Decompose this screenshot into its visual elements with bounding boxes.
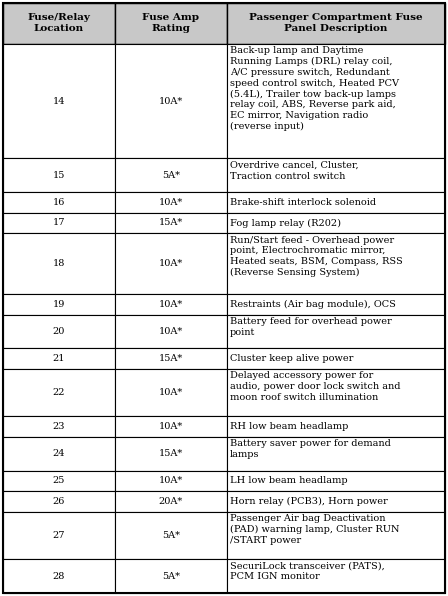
Bar: [3, 512, 115, 559]
Bar: [3, 213, 115, 233]
Bar: [227, 315, 445, 349]
Text: 5A*: 5A*: [162, 171, 180, 180]
Text: RH low beam headlamp: RH low beam headlamp: [230, 422, 349, 431]
Bar: [115, 349, 227, 369]
Text: Passenger Air bag Deactivation
(PAD) warning lamp, Cluster RUN
/START power: Passenger Air bag Deactivation (PAD) war…: [230, 514, 400, 545]
Text: 21: 21: [53, 354, 65, 363]
Bar: [115, 512, 227, 559]
Bar: [227, 437, 445, 471]
Text: 10A*: 10A*: [159, 97, 183, 105]
Bar: [227, 471, 445, 491]
Bar: [227, 369, 445, 416]
Text: 10A*: 10A*: [159, 300, 183, 309]
Text: Passenger Compartment Fuse
Panel Description: Passenger Compartment Fuse Panel Descrip…: [249, 13, 423, 33]
Bar: [115, 159, 227, 193]
Bar: [3, 159, 115, 193]
Text: 15A*: 15A*: [159, 354, 183, 363]
Bar: [227, 349, 445, 369]
Bar: [227, 44, 445, 159]
Text: Brake-shift interlock solenoid: Brake-shift interlock solenoid: [230, 198, 376, 207]
Text: SecuriLock transceiver (PATS),
PCM IGN monitor: SecuriLock transceiver (PATS), PCM IGN m…: [230, 561, 385, 581]
Bar: [115, 193, 227, 213]
Bar: [3, 491, 115, 512]
Bar: [115, 437, 227, 471]
Bar: [115, 233, 227, 294]
Text: 18: 18: [53, 259, 65, 268]
Bar: [115, 471, 227, 491]
Text: 20: 20: [53, 327, 65, 336]
Text: Back-up lamp and Daytime
Running Lamps (DRL) relay coil,
A/C pressure switch, Re: Back-up lamp and Daytime Running Lamps (…: [230, 46, 399, 131]
Text: Overdrive cancel, Cluster,
Traction control switch: Overdrive cancel, Cluster, Traction cont…: [230, 161, 358, 181]
Text: 10A*: 10A*: [159, 259, 183, 268]
Bar: [227, 416, 445, 437]
Text: 20A*: 20A*: [159, 497, 183, 506]
Bar: [115, 315, 227, 349]
Bar: [227, 491, 445, 512]
Bar: [115, 213, 227, 233]
Bar: [3, 294, 115, 315]
Text: 27: 27: [53, 531, 65, 540]
Bar: [3, 233, 115, 294]
Bar: [227, 3, 445, 44]
Bar: [3, 416, 115, 437]
Text: Cluster keep alive power: Cluster keep alive power: [230, 354, 353, 363]
Bar: [3, 193, 115, 213]
Bar: [115, 3, 227, 44]
Bar: [227, 512, 445, 559]
Text: Restraints (Air bag module), OCS: Restraints (Air bag module), OCS: [230, 300, 396, 309]
Text: Fog lamp relay (R202): Fog lamp relay (R202): [230, 218, 341, 228]
Text: 10A*: 10A*: [159, 388, 183, 397]
Bar: [115, 491, 227, 512]
Bar: [3, 559, 115, 593]
Text: 5A*: 5A*: [162, 531, 180, 540]
Text: 15A*: 15A*: [159, 219, 183, 228]
Text: Run/Start feed - Overhead power
point, Electrochromatic mirror,
Heated seats, BS: Run/Start feed - Overhead power point, E…: [230, 236, 403, 277]
Text: 14: 14: [53, 97, 65, 105]
Bar: [3, 437, 115, 471]
Bar: [3, 44, 115, 159]
Text: Fuse/Relay
Location: Fuse/Relay Location: [28, 13, 90, 33]
Text: 10A*: 10A*: [159, 198, 183, 207]
Text: Fuse Amp
Rating: Fuse Amp Rating: [142, 13, 199, 33]
Bar: [115, 369, 227, 416]
Text: 15: 15: [53, 171, 65, 180]
Bar: [115, 294, 227, 315]
Text: 15A*: 15A*: [159, 449, 183, 458]
Bar: [3, 315, 115, 349]
Bar: [3, 369, 115, 416]
Text: Battery feed for overhead power
point: Battery feed for overhead power point: [230, 317, 392, 337]
Bar: [3, 471, 115, 491]
Text: 24: 24: [53, 449, 65, 458]
Bar: [227, 193, 445, 213]
Text: 25: 25: [53, 476, 65, 486]
Bar: [227, 233, 445, 294]
Text: 28: 28: [53, 572, 65, 581]
Bar: [227, 294, 445, 315]
Bar: [115, 44, 227, 159]
Bar: [115, 559, 227, 593]
Text: 10A*: 10A*: [159, 476, 183, 486]
Text: 10A*: 10A*: [159, 422, 183, 431]
Text: 10A*: 10A*: [159, 327, 183, 336]
Bar: [3, 349, 115, 369]
Bar: [227, 559, 445, 593]
Text: 26: 26: [53, 497, 65, 506]
Text: 22: 22: [53, 388, 65, 397]
Bar: [227, 213, 445, 233]
Text: Battery saver power for demand
lamps: Battery saver power for demand lamps: [230, 439, 391, 459]
Text: 16: 16: [53, 198, 65, 207]
Text: 23: 23: [53, 422, 65, 431]
Text: LH low beam headlamp: LH low beam headlamp: [230, 476, 348, 486]
Bar: [227, 159, 445, 193]
Bar: [115, 416, 227, 437]
Text: 5A*: 5A*: [162, 572, 180, 581]
Bar: [3, 3, 115, 44]
Text: 17: 17: [53, 219, 65, 228]
Text: Horn relay (PCB3), Horn power: Horn relay (PCB3), Horn power: [230, 497, 388, 506]
Text: Delayed accessory power for
audio, power door lock switch and
moon roof switch i: Delayed accessory power for audio, power…: [230, 371, 401, 402]
Text: 19: 19: [53, 300, 65, 309]
